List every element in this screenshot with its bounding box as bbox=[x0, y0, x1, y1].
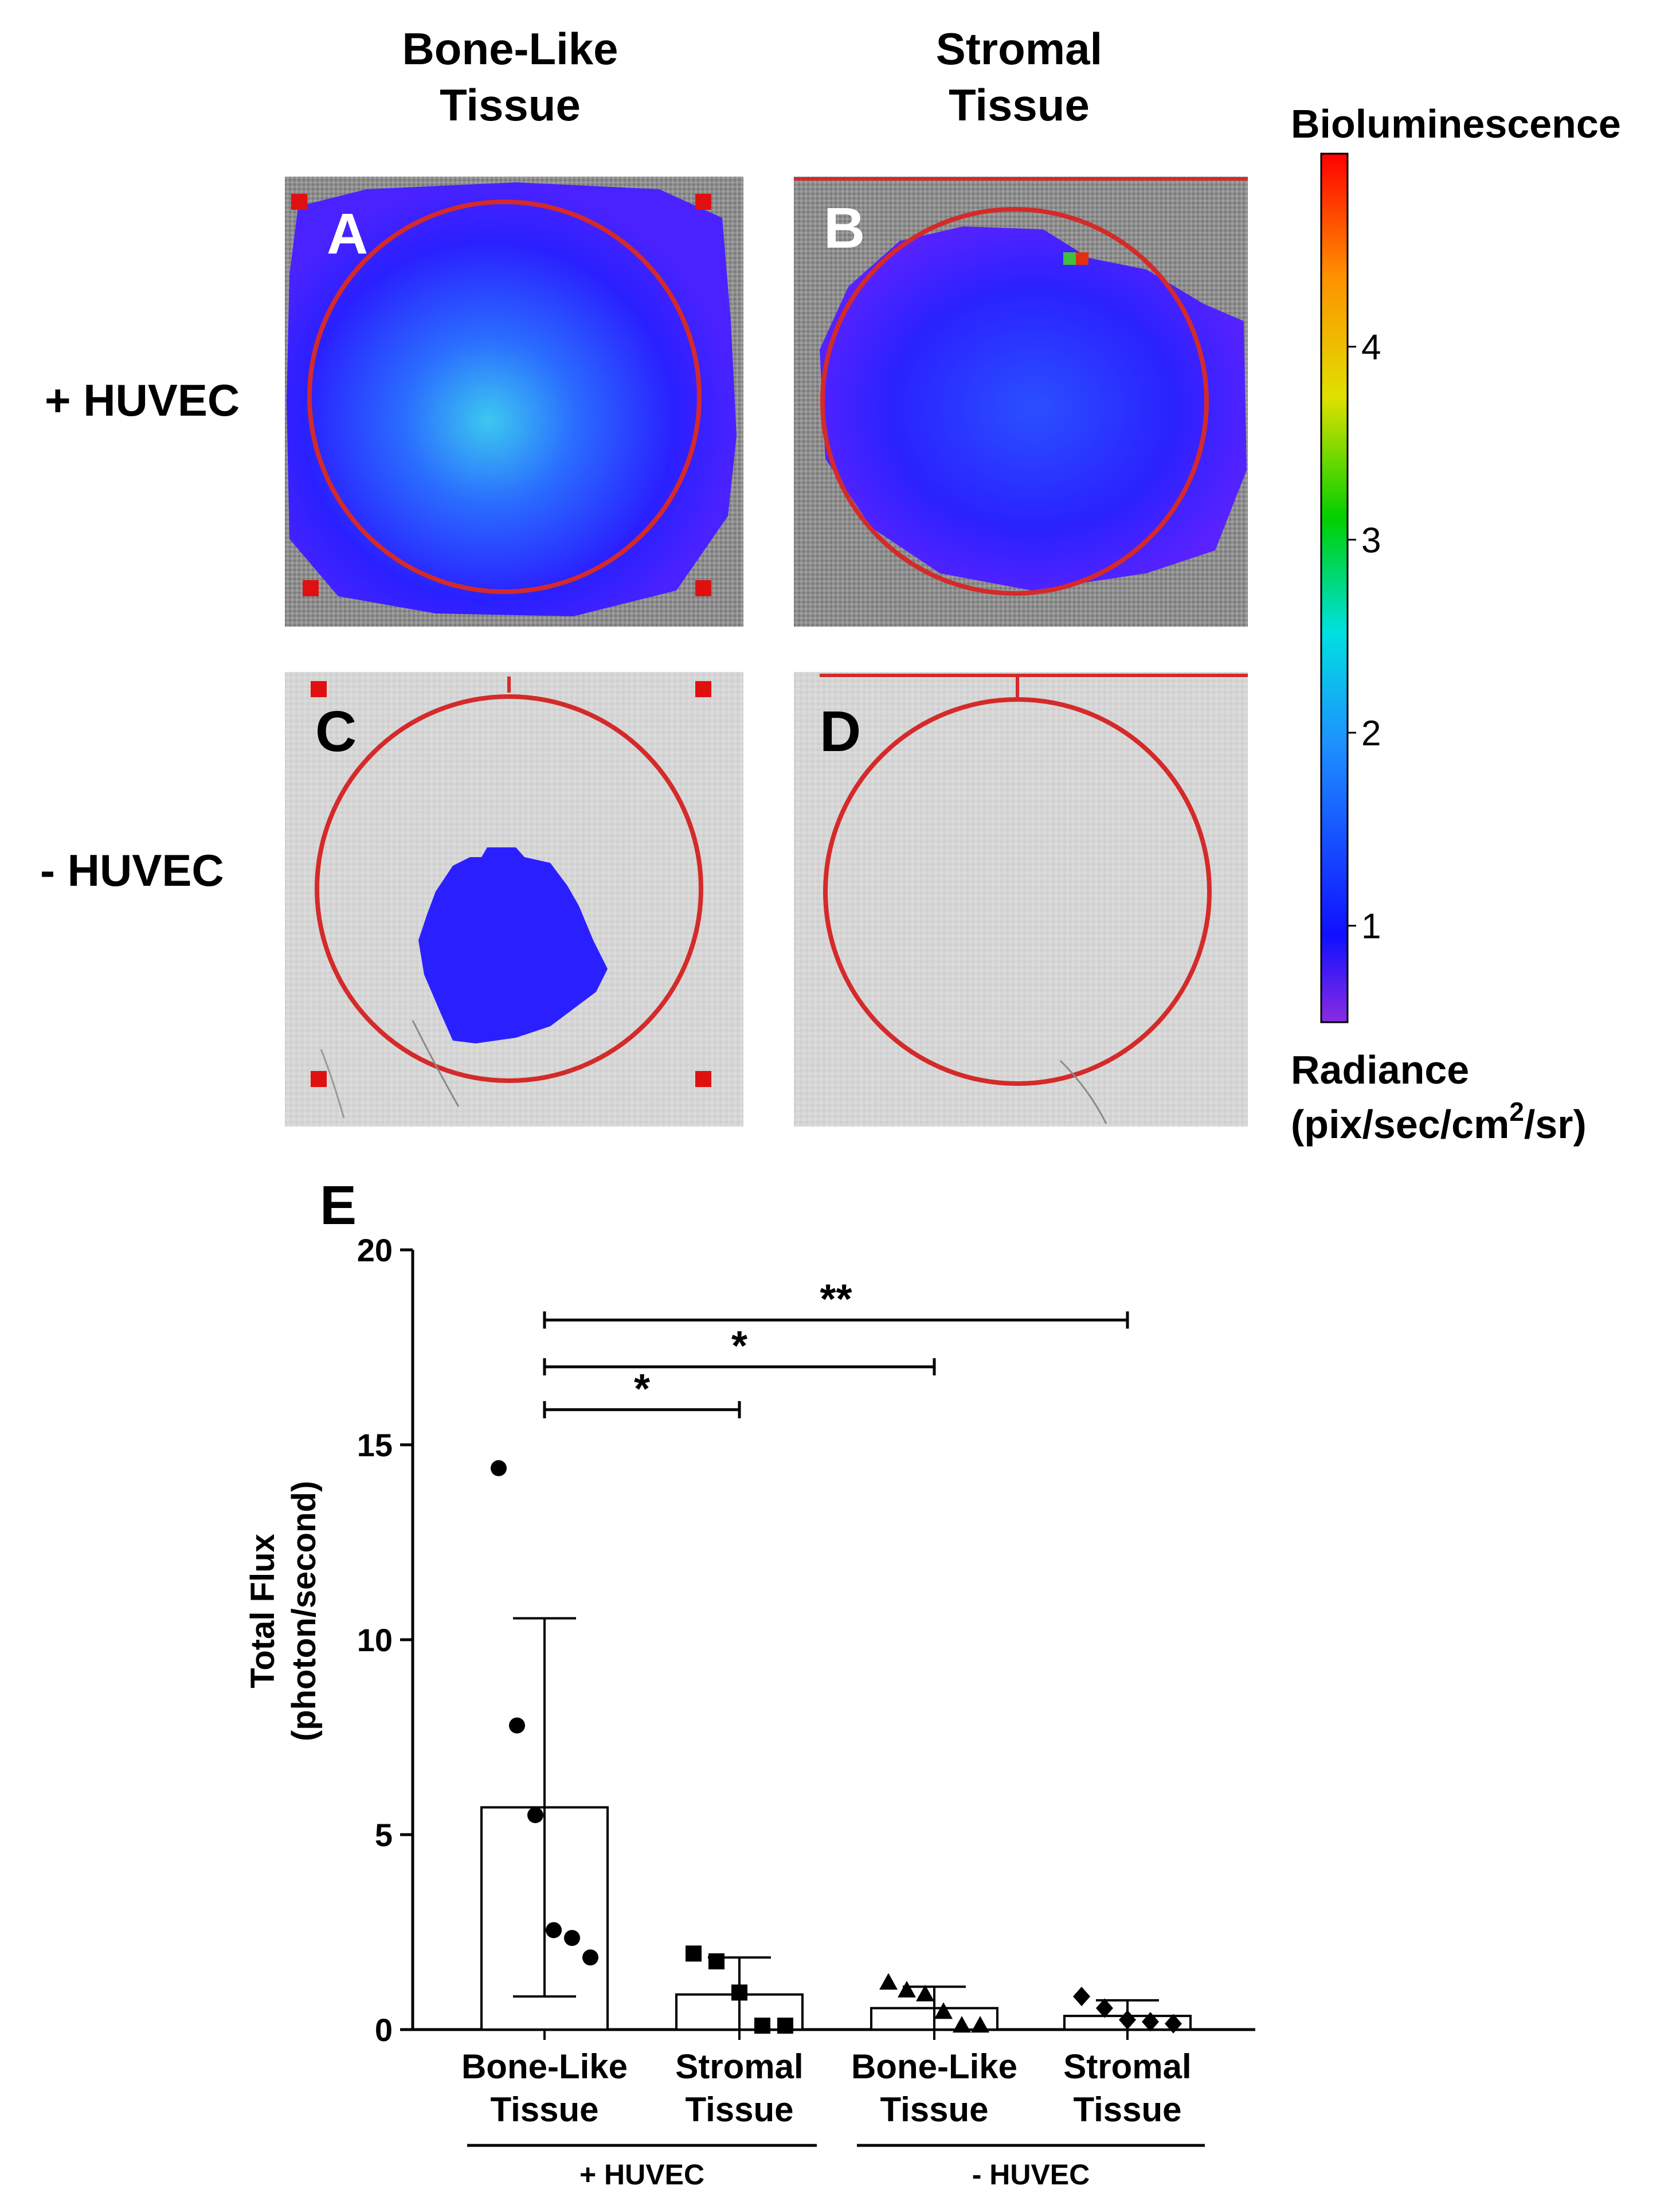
roi-circle bbox=[820, 207, 1209, 596]
col-header-stromal-line2: Tissue bbox=[949, 80, 1090, 130]
roi-circle bbox=[315, 694, 703, 1083]
panel-letter-b: B bbox=[824, 196, 865, 260]
colorbar-tick-label: 4 bbox=[1361, 328, 1381, 368]
panel-letter-e: E bbox=[320, 1175, 357, 1236]
colorbar-tick-label: 1 bbox=[1361, 907, 1381, 947]
col-header-stromal-line1: Stromal bbox=[936, 24, 1102, 74]
y-axis-label-line1: Total Flux bbox=[244, 1534, 281, 1688]
y-tick-label: 0 bbox=[375, 2012, 393, 2048]
col-header-bone-line1: Bone-Like bbox=[402, 24, 618, 74]
panel-letter-a: A bbox=[327, 202, 368, 266]
data-point bbox=[754, 2018, 770, 2034]
panel-letter-d: D bbox=[820, 699, 861, 764]
y-axis-label-line2: (photon/second) bbox=[285, 1481, 323, 1741]
data-point bbox=[777, 2018, 793, 2034]
data-point bbox=[916, 1984, 934, 2001]
data-point bbox=[731, 1984, 747, 2001]
x-tick-label: Stromal bbox=[1063, 2047, 1191, 2086]
roi-circle bbox=[307, 200, 702, 594]
data-point bbox=[1142, 2012, 1159, 2032]
data-point bbox=[546, 1922, 562, 1938]
data-point bbox=[971, 2016, 989, 2033]
data-point bbox=[509, 1717, 525, 1734]
colorbar-tick-label: 2 bbox=[1361, 714, 1381, 753]
colorbar-tick-label: 3 bbox=[1361, 521, 1381, 560]
col-header-bone-line2: Tissue bbox=[440, 80, 581, 130]
x-tick-label: Bone-Like bbox=[461, 2047, 628, 2086]
group-label: + HUVEC bbox=[579, 2159, 704, 2191]
colorbar-label-line1: Radiance bbox=[1291, 1047, 1469, 1092]
x-tick-label: Tissue bbox=[686, 2090, 794, 2129]
data-point bbox=[582, 1949, 598, 1966]
data-point bbox=[686, 1945, 702, 1962]
data-point bbox=[953, 2016, 971, 2033]
row-header-minus-huvec: - HUVEC bbox=[40, 845, 224, 896]
x-tick-label: Tissue bbox=[491, 2090, 599, 2129]
data-point bbox=[934, 2002, 953, 2019]
x-tick-label: Stromal bbox=[675, 2047, 803, 2086]
data-point bbox=[1073, 1987, 1090, 2007]
colorbar-title: Bioluminescence bbox=[1291, 101, 1621, 146]
y-tick-label: 5 bbox=[375, 1817, 393, 1853]
colorbar-label-line2: (pix/sec/cm2/sr) bbox=[1291, 1097, 1587, 1147]
data-point bbox=[491, 1460, 507, 1476]
significance-label: ** bbox=[820, 1276, 852, 1322]
colorbar: Bioluminescence 1 2 3 4 Radiance (pix/sec/c… bbox=[1291, 101, 1621, 1147]
data-point bbox=[898, 1981, 916, 1997]
data-point bbox=[527, 1807, 543, 1823]
y-tick-label: 20 bbox=[357, 1232, 393, 1268]
x-tick-label: Bone-Like bbox=[851, 2047, 1017, 2086]
significance-label: * bbox=[731, 1323, 747, 1369]
group-label: - HUVEC bbox=[972, 2159, 1090, 2191]
row-header-plus-huvec: + HUVEC bbox=[45, 375, 240, 425]
panel-c: C bbox=[285, 672, 743, 1127]
y-tick-label: 15 bbox=[357, 1427, 393, 1463]
panel-a: A bbox=[285, 177, 743, 627]
data-point bbox=[879, 1973, 898, 1990]
data-point bbox=[1165, 2014, 1182, 2034]
data-point bbox=[708, 1953, 725, 1969]
data-point bbox=[1119, 2010, 1136, 2030]
data-point bbox=[564, 1930, 580, 1946]
panel-d: D bbox=[794, 672, 1248, 1127]
panel-letter-c: C bbox=[315, 699, 357, 764]
significance-label: * bbox=[634, 1366, 650, 1412]
data-point bbox=[1096, 1998, 1113, 2018]
x-tick-label: Tissue bbox=[1074, 2090, 1182, 2129]
y-tick-label: 10 bbox=[357, 1622, 393, 1658]
panel-b: B bbox=[794, 177, 1248, 627]
x-tick-label: Tissue bbox=[880, 2090, 989, 2129]
